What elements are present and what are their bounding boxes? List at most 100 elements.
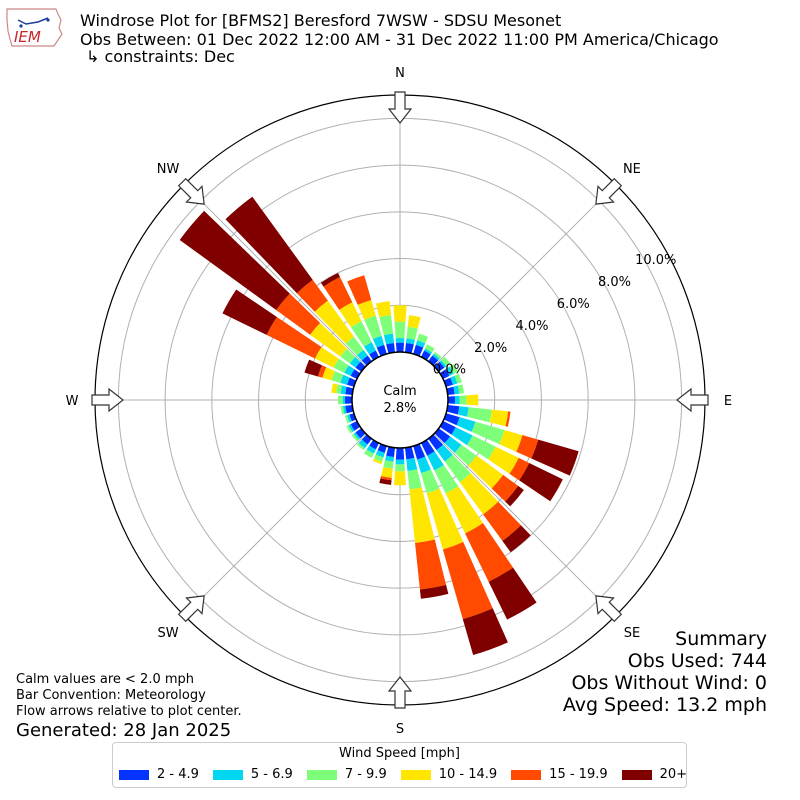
wind-bar-segment: [417, 333, 429, 344]
legend: Wind Speed [mph] 2 - 4.9 5 - 6.9 7 - 9.9…: [112, 742, 687, 788]
wind-bar-segment: [375, 450, 385, 458]
wind-bar-segment: [340, 405, 345, 415]
avg-speed: Avg Speed: 13.2 mph: [562, 694, 767, 716]
wind-bar-segment: [339, 302, 362, 328]
wind-bar-segment: [509, 457, 530, 481]
wind-bar-segment: [449, 364, 458, 374]
wind-bar-segment: [266, 316, 322, 359]
wind-bar-segment: [372, 458, 383, 465]
wind-bar-segment: [466, 394, 479, 406]
compass-label: S: [396, 722, 404, 737]
flow-arrow-icon: [595, 177, 623, 205]
notes: Calm values are < 2.0 mph Bar Convention…: [16, 672, 242, 742]
wind-bar-segment: [446, 386, 455, 395]
wind-bar-segment: [276, 293, 321, 335]
summary-title: Summary: [675, 628, 767, 650]
wind-bar-segment: [439, 421, 456, 435]
radial-tick-labels: 0.0% 2.0% 4.0% 6.0% 8.0% 10.0%: [433, 253, 676, 378]
wind-bar-segment: [356, 442, 365, 451]
calm-value: 2.8%: [383, 401, 416, 416]
wind-bar-segment: [466, 407, 492, 423]
wind-bar-segment: [345, 336, 364, 356]
flow-arrow-icon: [91, 387, 124, 413]
wind-bar-segment: [331, 383, 338, 394]
wind-bar-segment: [466, 435, 496, 460]
wind-bar-segment: [453, 385, 460, 395]
wind-bar-segment: [405, 446, 415, 460]
wind-bar-segment: [296, 279, 328, 312]
legend-item: 10 - 14.9: [400, 767, 497, 782]
legend-items: 2 - 4.9 5 - 6.9 7 - 9.9 10 - 14.9 15 - 1…: [119, 767, 701, 782]
wind-bar-segment: [436, 444, 453, 462]
wind-bar-segment: [531, 439, 579, 476]
wind-bar-segment: [457, 406, 469, 417]
wind-bar-segment: [427, 451, 444, 471]
compass: N NE E SE S SW W NW: [66, 66, 733, 737]
wind-bar-segment: [386, 342, 395, 354]
wind-bar-segment: [444, 454, 471, 483]
wind-bar-segment: [346, 425, 353, 434]
wind-bar-segment: [331, 370, 344, 383]
wind-bar-segment: [351, 433, 359, 442]
wind-bar-segment: [434, 464, 459, 494]
wind-bar-segment: [384, 455, 395, 462]
flow-arrow-icon: [676, 387, 709, 413]
legend-swatch: [119, 769, 149, 780]
compass-label: SW: [158, 626, 179, 641]
wind-bar-segment: [393, 305, 407, 322]
wind-bar-segment: [406, 326, 418, 340]
wind-bar-segment: [442, 542, 493, 620]
legend-title: Wind Speed [mph]: [339, 746, 460, 761]
wind-bar-segment: [516, 435, 539, 459]
wind-bar-segment: [434, 428, 451, 444]
legend-label: 5 - 6.9: [250, 767, 293, 782]
wind-bar-segment: [383, 460, 394, 469]
wind-bar-segment: [314, 300, 354, 344]
wind-bar-segment: [505, 411, 511, 427]
wind-bar-segment: [342, 395, 346, 405]
legend-swatch: [511, 769, 542, 780]
wind-bar-segment: [344, 396, 353, 404]
wind-bar-segment: [456, 417, 476, 432]
wind-bar-segment: [344, 415, 350, 424]
wind-bar-segment: [335, 384, 343, 394]
wind-bar-segment: [394, 321, 406, 339]
legend-item: 2 - 4.9: [119, 767, 199, 782]
wind-bar-segment: [375, 301, 392, 318]
compass-label: SE: [624, 626, 640, 641]
wind-bar-segment: [425, 344, 435, 353]
wind-bar-segment: [394, 471, 406, 486]
legend-label: 20+: [659, 767, 688, 782]
legend-label: 2 - 4.9: [157, 767, 199, 782]
wind-bar-segment: [502, 525, 531, 553]
wind-bar-segment: [454, 444, 477, 466]
wind-bar-segment: [454, 395, 460, 405]
wind-bar-segment: [432, 353, 440, 361]
flow-arrow-icon: [595, 595, 623, 623]
wind-bar-segment: [383, 333, 395, 345]
wind-bar-segment: [407, 469, 422, 490]
wind-bar-segment: [380, 476, 392, 481]
compass-label: W: [66, 394, 79, 409]
wind-bar-segment: [347, 414, 352, 423]
wind-bar-segment: [421, 439, 435, 456]
wind-bar-segment: [320, 272, 341, 287]
wind-bar-segment: [366, 445, 376, 454]
wind-bar-segment: [395, 464, 405, 472]
wind-bar-segment: [426, 488, 464, 550]
wind-bar-segment: [349, 356, 361, 368]
generated-date: Generated: 28 Jan 2025: [16, 720, 232, 741]
compass-label: E: [724, 394, 732, 409]
obs-between: Obs Between: 01 Dec 2022 12:00 AM - 31 D…: [80, 30, 719, 49]
flow-arrow-icon: [177, 177, 205, 205]
wind-bar-segment: [357, 299, 376, 320]
wind-bar-segment: [433, 351, 442, 359]
wind-bar-segment: [454, 373, 462, 384]
wind-bar-segment: [337, 395, 343, 405]
wind-bar-segment: [340, 374, 350, 385]
wind-bar-segment: [314, 347, 339, 368]
wind-bar-segment: [376, 344, 387, 357]
wind-bar-segment: [372, 335, 385, 348]
wind-bar-segment: [424, 348, 433, 355]
